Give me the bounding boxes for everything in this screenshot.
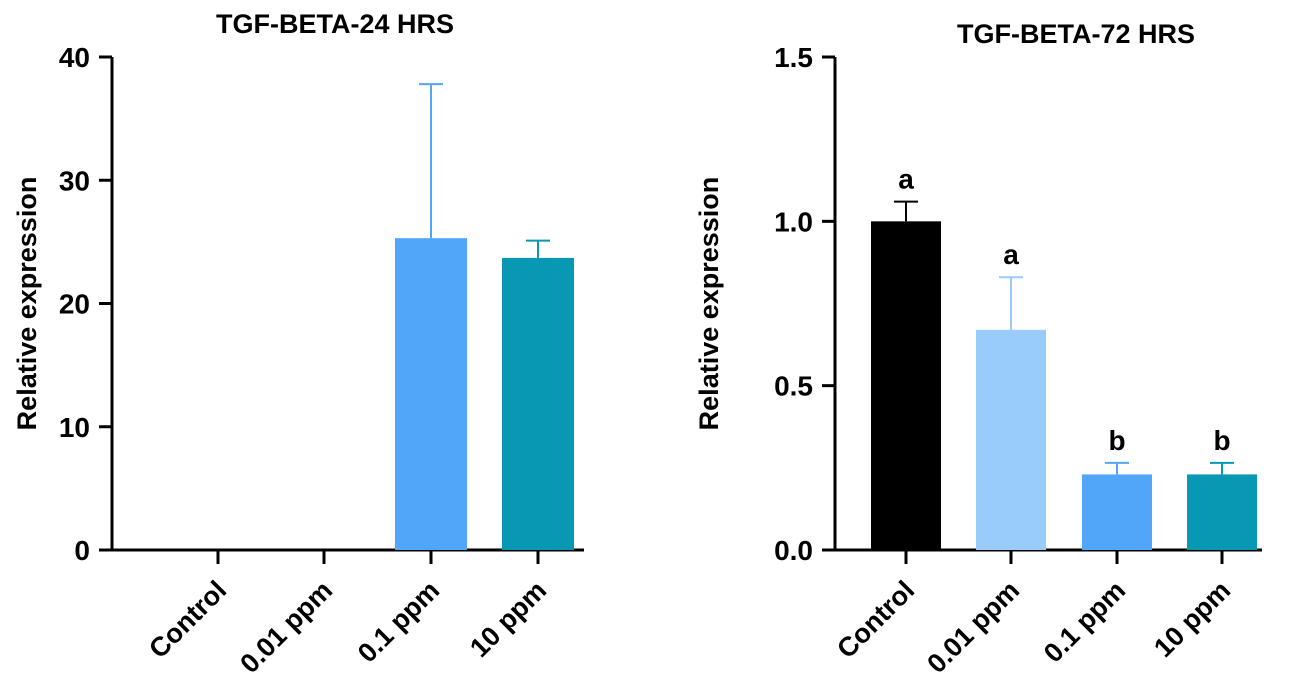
chart2-y-tick-label: 1.5 [774, 42, 813, 73]
chart1-y-tick-label: 20 [59, 289, 90, 320]
chart2-bar [976, 329, 1046, 550]
chart2-bar [1187, 474, 1257, 550]
chart1-x-tick-label: 0.01 ppm [234, 575, 338, 679]
chart1-x-tick-label: 0.1 ppm [352, 575, 445, 668]
chart2-bar [1082, 474, 1152, 550]
chart2-significance-label: a [898, 164, 914, 195]
chart2-y-axis-label: Relative expression [694, 177, 724, 431]
chart2-x-tick-label: 10 ppm [1148, 575, 1236, 663]
chart2-x-tick-label: Control [831, 575, 920, 664]
chart2-significance-label: a [1003, 239, 1019, 270]
chart1-bar [502, 257, 574, 550]
chart1-y-tick-label: 40 [59, 42, 90, 73]
chart1-y-tick-label: 10 [59, 412, 90, 443]
chart2-title: TGF-BETA-72 HRS [957, 19, 1195, 49]
chart1-title: TGF-BETA-24 HRS [216, 9, 454, 39]
chart2-significance-label: b [1108, 425, 1125, 456]
chart1-x-tick-label: Control [143, 575, 232, 664]
chart2-y-tick-label: 0.5 [774, 371, 813, 402]
chart1-y-tick-label: 30 [59, 165, 90, 196]
chart2-x-tick-label: 0.1 ppm [1038, 575, 1131, 668]
chart2-significance-label: b [1213, 425, 1230, 456]
chart1-y-axis-label: Relative expression [12, 177, 42, 431]
chart2-bar [871, 221, 941, 551]
chart1-bar [395, 238, 467, 551]
chart1-y-tick-label: 0 [74, 535, 90, 566]
chart2-x-tick-label: 0.01 ppm [921, 575, 1025, 679]
chart1-x-tick-label: 10 ppm [464, 575, 552, 663]
chart2-y-tick-label: 1.0 [774, 206, 813, 237]
chart2-y-tick-label: 0.0 [774, 535, 813, 566]
